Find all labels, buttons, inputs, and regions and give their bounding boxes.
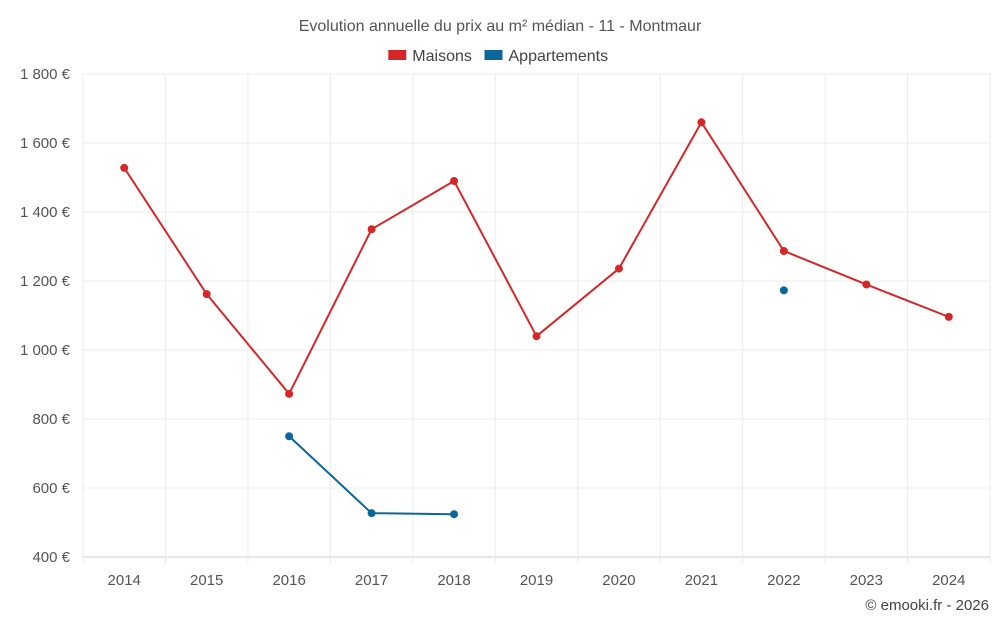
series-line (288, 435, 455, 516)
data-point[interactable] (862, 280, 871, 289)
x-tick-label: 2020 (602, 572, 635, 589)
x-tick-label: 2018 (437, 572, 470, 589)
y-tick-label: 1 400 € (20, 204, 71, 221)
x-tick-label: 2019 (520, 572, 553, 589)
x-tick-label: 2017 (355, 572, 388, 589)
data-point[interactable] (285, 432, 294, 441)
data-point[interactable] (367, 509, 376, 518)
x-tick-label: 2014 (108, 572, 141, 589)
data-point[interactable] (779, 246, 788, 255)
data-point[interactable] (532, 332, 541, 341)
y-tick-label: 1 200 € (20, 273, 71, 290)
legend-swatch (388, 50, 407, 60)
data-point[interactable] (450, 176, 459, 185)
data-point[interactable] (367, 225, 376, 234)
x-axis-ticks: 2014 2015 2016 2017 2018 2019 2020 2021 2022 2023… (108, 572, 966, 589)
chart-title: Evolution annuelle du prix au m² médian … (299, 18, 702, 35)
x-tick-label: 2016 (272, 572, 305, 589)
x-tick-label: 2023 (850, 572, 883, 589)
y-axis-ticks: 400 € 600 € 800 € 1 000 € 1 200 € 1 400 € 1 60… (20, 66, 71, 566)
y-tick-label: 400 € (32, 549, 70, 566)
series-maisons (120, 118, 953, 398)
legend-item-maisons[interactable]: Maisons (388, 48, 472, 65)
y-tick-label: 800 € (32, 411, 70, 428)
legend-swatch (484, 50, 503, 60)
data-point[interactable] (944, 312, 953, 321)
y-tick-label: 1 600 € (20, 135, 71, 152)
legend-label: Appartements (509, 48, 609, 65)
data-point[interactable] (120, 163, 129, 172)
x-tick-label: 2024 (932, 572, 965, 589)
credit-text: © emooki.fr - 2026 (865, 597, 989, 614)
y-tick-label: 600 € (32, 480, 70, 497)
x-tick-label: 2021 (685, 572, 718, 589)
y-gridlines (83, 73, 990, 558)
x-gridlines (82, 74, 991, 563)
data-point[interactable] (614, 264, 623, 273)
legend-item-appartements[interactable]: Appartements (484, 48, 609, 65)
data-point[interactable] (202, 290, 211, 299)
series-group (120, 118, 953, 519)
series-appartements (285, 286, 788, 519)
y-tick-label: 1 800 € (20, 66, 71, 83)
y-tick-label: 1 000 € (20, 342, 71, 359)
legend: Maisons Appartements (388, 48, 608, 65)
data-point[interactable] (779, 286, 788, 295)
data-point[interactable] (450, 510, 459, 519)
data-point[interactable] (285, 389, 294, 398)
legend-label: Maisons (412, 48, 472, 65)
data-point[interactable] (697, 118, 706, 127)
x-tick-label: 2015 (190, 572, 223, 589)
x-tick-label: 2022 (767, 572, 800, 589)
